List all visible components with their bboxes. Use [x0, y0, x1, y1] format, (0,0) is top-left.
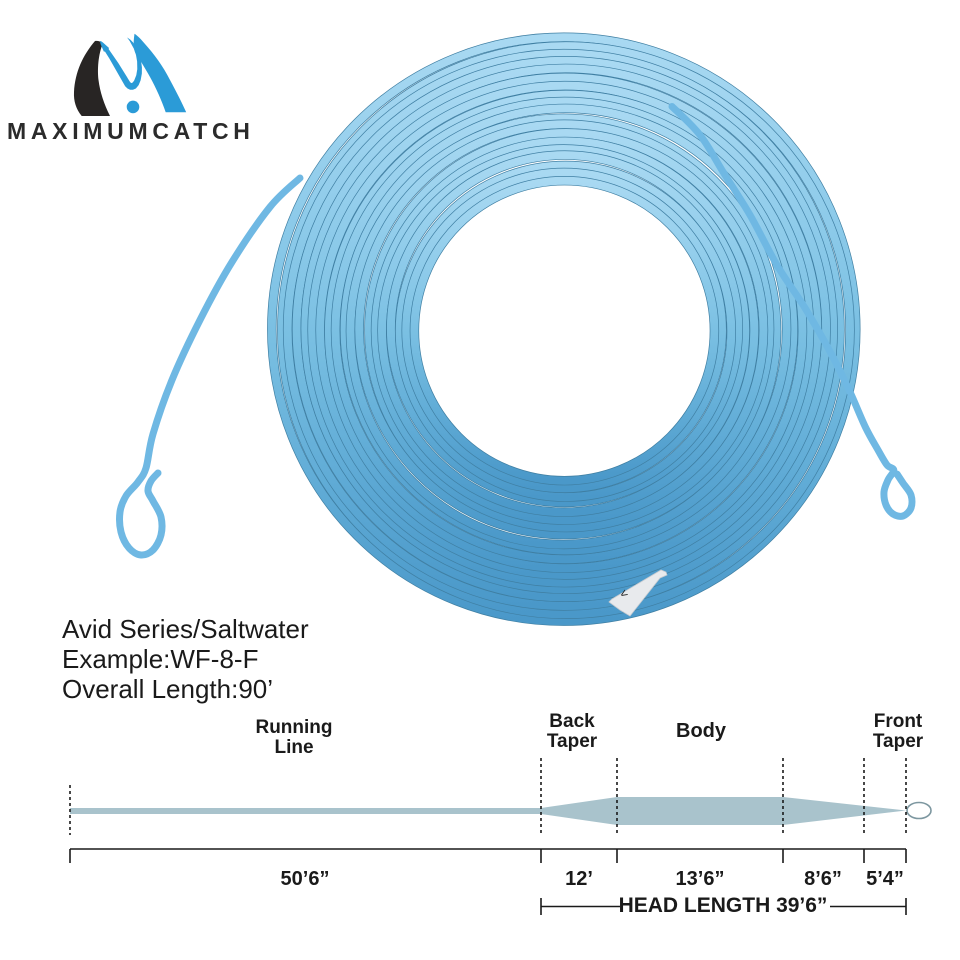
svg-text:12’: 12’ — [565, 868, 593, 890]
svg-text:Line: Line — [274, 737, 313, 758]
svg-text:13’6”: 13’6” — [676, 868, 725, 890]
svg-text:Taper: Taper — [547, 731, 598, 752]
svg-text:Taper: Taper — [873, 731, 924, 752]
svg-text:Front: Front — [874, 711, 923, 732]
svg-text:5’4”: 5’4” — [866, 868, 904, 890]
svg-text:Body: Body — [676, 720, 727, 742]
svg-text:HEAD LENGTH 39’6”: HEAD LENGTH 39’6” — [619, 894, 828, 917]
svg-text:Running: Running — [255, 717, 332, 738]
svg-text:8’6”: 8’6” — [804, 868, 842, 890]
svg-text:50’6”: 50’6” — [281, 868, 330, 890]
svg-text:Back: Back — [549, 711, 595, 732]
